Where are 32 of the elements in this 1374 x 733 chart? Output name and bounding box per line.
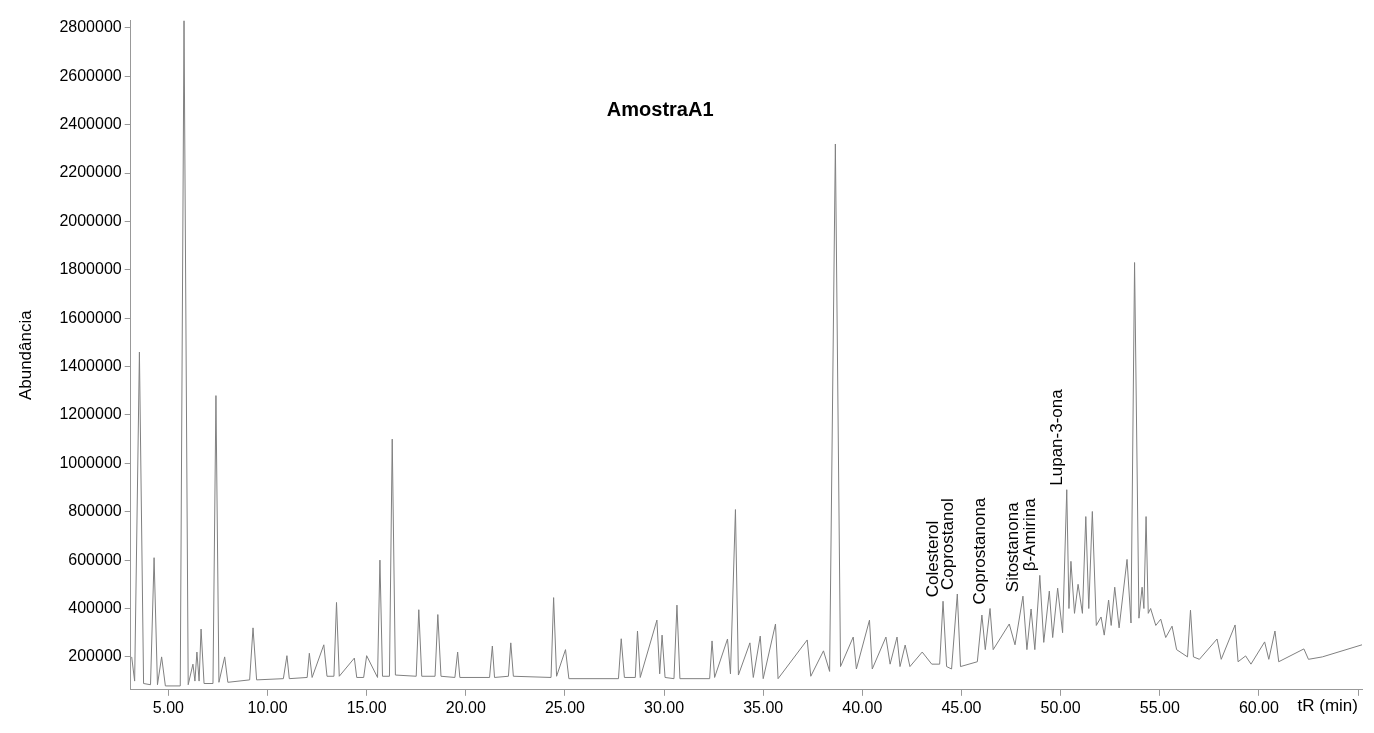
y-tick-label: 1800000 (59, 260, 122, 278)
annotation: Lupan-3-ona (1046, 388, 1066, 486)
y-tick-label: 2200000 (59, 163, 122, 181)
y-tick-label: 1600000 (59, 308, 122, 326)
annotation: Coprostanol (937, 498, 957, 590)
x-axis-title: tR (min) (1297, 695, 1358, 715)
y-tick-label: 2000000 (59, 211, 122, 229)
y-tick-label: 200000 (68, 647, 122, 665)
x-tick-label: 15.00 (346, 698, 387, 716)
x-tick-label: 5.00 (152, 698, 185, 716)
text: AmostraA1 (606, 98, 714, 121)
y-tick-label: 2800000 (59, 18, 122, 36)
x-tick-label: 50.00 (1040, 698, 1081, 716)
annotation: Coprostanona (970, 497, 990, 605)
y-tick-label: 2400000 (59, 115, 122, 133)
x-tick-label: 40.00 (842, 698, 883, 716)
x-tick-label: 25.00 (544, 698, 586, 716)
x-tick-label: 60.00 (1238, 698, 1280, 716)
x-tick-label: 45.00 (941, 698, 982, 716)
y-axis-title: Abundância (15, 309, 35, 401)
y-tick-label: 1200000 (59, 405, 122, 423)
x-tick-label: 55.00 (1139, 698, 1180, 716)
x-tick-label: 20.00 (445, 698, 486, 716)
y-tick-label: 400000 (68, 598, 122, 616)
y-tick-label: 800000 (68, 502, 122, 520)
y-tick-label: 2600000 (59, 66, 122, 84)
y-tick-label: 1400000 (59, 356, 122, 374)
y-tick-label: 1000000 (59, 453, 122, 471)
x-tick-label: 35.00 (743, 698, 784, 716)
y-tick-label: 600000 (68, 550, 122, 568)
x-tick-label: 30.00 (644, 698, 685, 716)
x-tick-label: 10.00 (247, 698, 288, 716)
